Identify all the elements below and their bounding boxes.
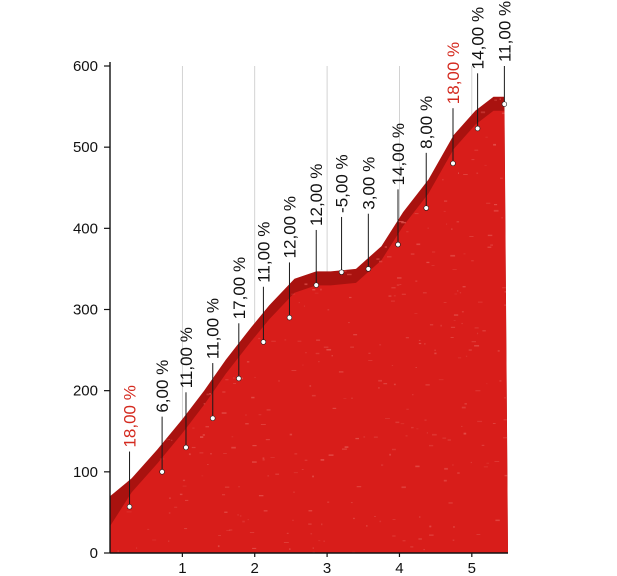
gradient-label: 14,00 % xyxy=(469,7,488,69)
gradient-marker-dot xyxy=(210,415,216,421)
gradient-labels: 18,00 % 6,00 % 11,00 % 11,00 % 17,00 % 11,00 … xyxy=(121,1,514,510)
gradient-label: 17,00 % xyxy=(230,257,249,319)
y-tick-label: 600 xyxy=(73,58,98,75)
gradient-label: 11,00 % xyxy=(204,298,223,359)
x-tick-label: 3 xyxy=(323,560,331,576)
gradient-marker-dot xyxy=(159,469,165,475)
gradient-marker-dot xyxy=(395,241,401,248)
gradient-marker-dot xyxy=(236,375,242,382)
gradient-label: 11,00 % xyxy=(177,327,196,388)
gradient-label: -5,00 % xyxy=(333,154,352,213)
gradient-label: 18,00 % xyxy=(121,385,140,447)
y-tick-label: 500 xyxy=(73,139,98,156)
gradient-label: 12,00 % xyxy=(280,196,299,258)
y-tick-label: 300 xyxy=(73,302,98,319)
gradient-marker-dot xyxy=(260,339,267,345)
y-tick-label: 0 xyxy=(90,545,98,562)
y-tick-label: 200 xyxy=(73,383,98,400)
gradient-label: 11,00 % xyxy=(495,1,514,62)
gradient-marker-dot xyxy=(338,269,345,275)
gradient-label: 3,00 % xyxy=(359,157,378,210)
gradient-label: 6,00 % xyxy=(153,360,172,413)
gradient-label: 18,00 % xyxy=(444,42,463,104)
y-tick-label: 400 xyxy=(73,220,98,237)
gradient-marker-dot xyxy=(183,444,189,451)
gradient-label: 8,00 % xyxy=(417,96,436,149)
gradient-marker-dot xyxy=(474,125,481,132)
gradient-marker-dot xyxy=(450,160,456,167)
gradient-marker-dot xyxy=(365,266,372,272)
gradient-marker-dot xyxy=(286,314,293,321)
gradient-label: 12,00 % xyxy=(307,164,326,226)
gradient-marker-dot xyxy=(423,205,429,211)
x-tick-label: 2 xyxy=(251,560,259,576)
gradient-marker-dot xyxy=(501,101,508,107)
gradient-marker-dot xyxy=(126,504,133,510)
gradient-marker-dot xyxy=(313,282,319,288)
gradient-label: 11,00 % xyxy=(254,222,273,283)
profile-body xyxy=(110,110,508,554)
x-tick-label: 5 xyxy=(468,560,476,576)
y-tick-label: 100 xyxy=(73,464,98,481)
axes: 0 100 200 300 400 500 600 1 2 3 4 5 xyxy=(73,58,508,576)
gradient-label: 14,00 % xyxy=(389,123,408,185)
x-tick-label: 1 xyxy=(178,560,186,576)
x-tick-label: 4 xyxy=(395,560,403,576)
